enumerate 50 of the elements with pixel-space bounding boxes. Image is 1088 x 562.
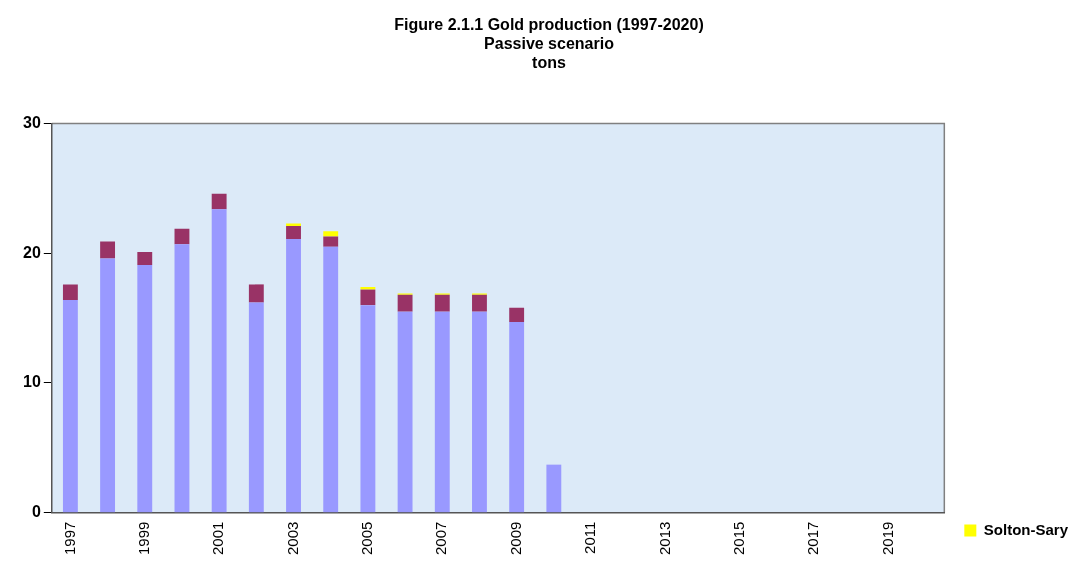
bar — [100, 258, 116, 513]
x-tick-label: 2003 — [283, 521, 301, 556]
x-tick-label: 2013 — [655, 521, 673, 556]
text: tons — [532, 54, 566, 72]
bar — [286, 239, 301, 513]
bar — [174, 244, 190, 513]
x-tick-label: 1999 — [134, 521, 152, 556]
legend-label: Solton-Sary — [983, 520, 1069, 538]
bar — [211, 193, 227, 210]
bar — [137, 251, 153, 265]
bar — [174, 228, 190, 245]
bar — [397, 294, 413, 312]
bar — [472, 294, 487, 312]
x-tick-label: 2019 — [878, 521, 896, 556]
x-tick-label: 2005 — [358, 521, 376, 556]
x-tick-label: 2009 — [506, 521, 524, 556]
bar — [509, 307, 525, 323]
bar — [472, 311, 487, 513]
y-tick-label: 20 — [23, 243, 41, 261]
bar — [360, 286, 376, 290]
y-tick-label: 10 — [23, 373, 41, 391]
bar — [100, 241, 116, 259]
bar — [546, 464, 562, 513]
y-tick-label: 30 — [23, 114, 41, 132]
x-tick-label: 2017 — [804, 521, 822, 556]
bar — [360, 305, 376, 513]
bar — [323, 246, 339, 513]
bar — [360, 289, 376, 306]
bar — [211, 209, 227, 513]
y-tick-label: 0 — [31, 503, 41, 521]
bar — [286, 226, 301, 240]
x-tick-label: 2001 — [209, 521, 227, 556]
bar — [434, 311, 450, 513]
bar — [62, 284, 78, 300]
text: Figure 2.1.1 Gold production (1997-2020) — [394, 16, 704, 34]
x-tick-label: 1997 — [60, 521, 78, 556]
bar — [323, 231, 339, 237]
bar — [397, 311, 413, 513]
x-tick-label: 2007 — [432, 521, 450, 556]
bar — [509, 322, 525, 513]
bar — [248, 302, 264, 513]
bar — [248, 284, 264, 303]
bar — [434, 294, 450, 312]
x-tick-label: 2011 — [581, 521, 599, 554]
x-tick-label: 2015 — [729, 521, 747, 556]
text: Passive scenario — [484, 35, 614, 53]
bar — [286, 223, 301, 227]
bar — [323, 236, 339, 247]
bar — [62, 299, 78, 513]
bar — [137, 264, 153, 513]
